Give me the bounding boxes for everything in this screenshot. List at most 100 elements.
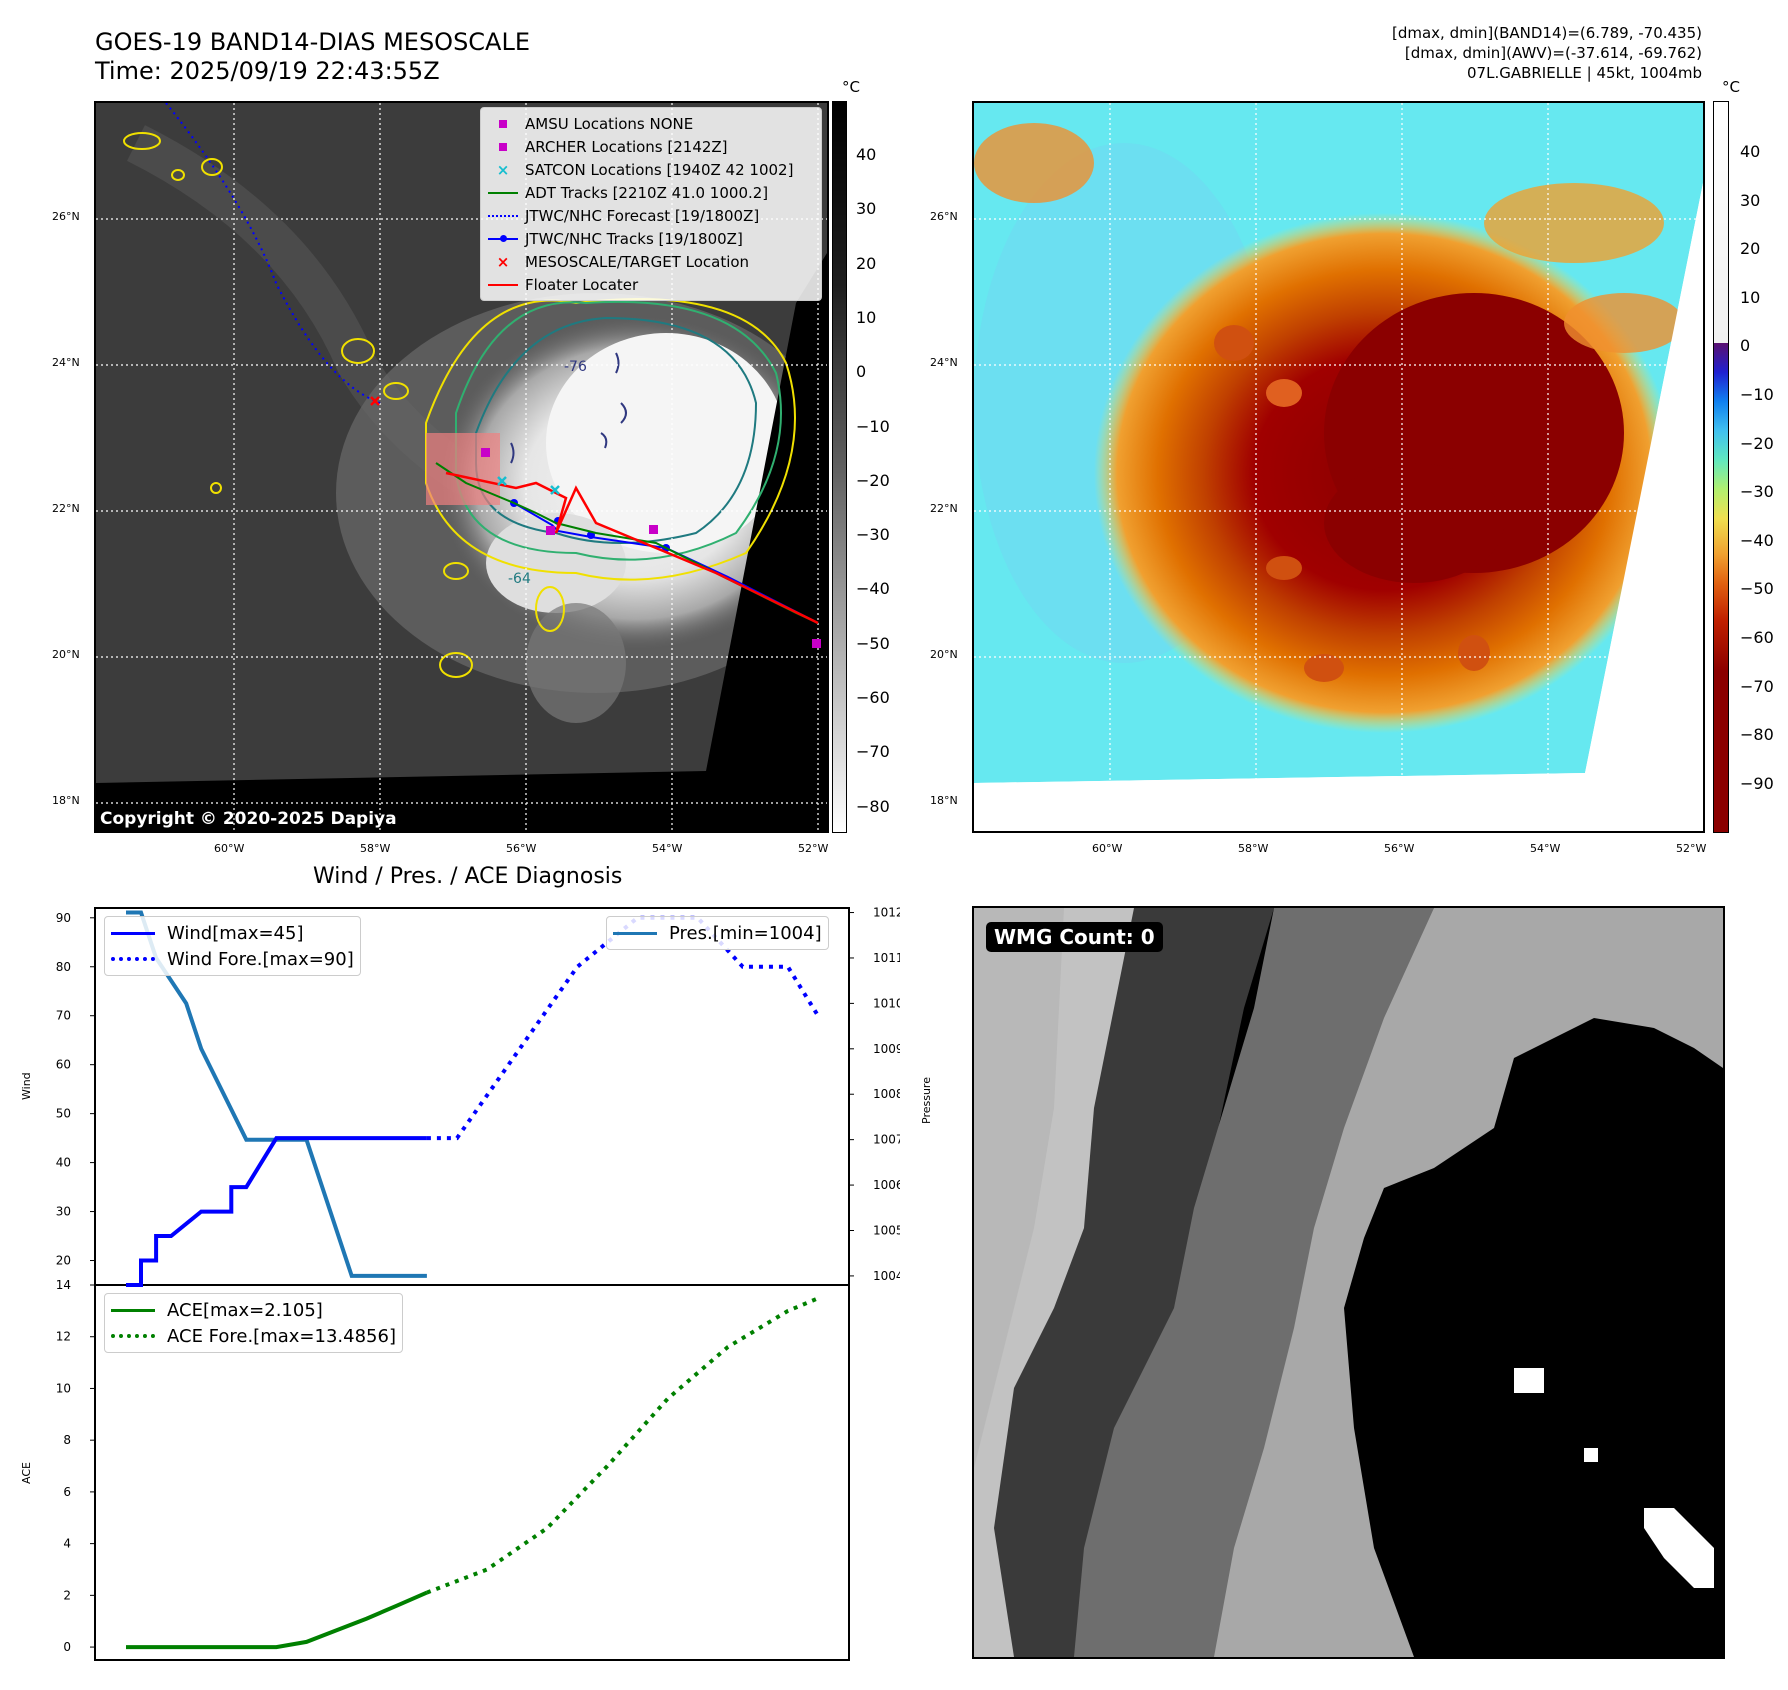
colorbar-tick-label: −50 (856, 633, 890, 653)
ace-tick-label: 0 (63, 1640, 71, 1654)
colorbar-tick-label: −60 (1740, 628, 1774, 647)
pressure-legend: Pres.[min=1004] (606, 916, 829, 950)
lat-tick: 26°N (930, 210, 958, 223)
colorbar-tick-label: −30 (1740, 482, 1774, 502)
wind-legend: Wind[max=45] Wind Fore.[max=90] (104, 916, 361, 976)
lat-tick: 24°N (52, 356, 80, 369)
colorbar-tick-label: −50 (1740, 579, 1774, 599)
colorbar-tick-label: −20 (856, 470, 890, 490)
lat-tick: 24°N (930, 356, 958, 369)
legend-item-amsu: AMSU Locations NONE (481, 112, 821, 135)
colorbar-gray (832, 101, 847, 833)
colorbar-tick-label: −40 (856, 579, 890, 599)
colorbar-tick-label: 10 (1740, 287, 1761, 307)
ir-map-panel: -76 -64 AMSU Locations NONE ARCHER Locat… (94, 101, 829, 833)
lat-tick: 20°N (930, 648, 958, 661)
copyright: Copyright © 2020-2025 Dapiya (100, 809, 397, 829)
wind-tick-label: 60 (56, 1058, 71, 1072)
colorbar-tick-label: −30 (856, 525, 890, 545)
colorbar-tick-label: 20 (1740, 239, 1761, 259)
contour-label-76: -76 (564, 359, 587, 375)
lon-tick: 52°W (798, 842, 829, 855)
wind-forecast-line (426, 915, 820, 1141)
colorbar-tick-label: 30 (856, 199, 877, 219)
chart-title-line1: GOES-19 BAND14-DIAS MESOSCALE (95, 28, 531, 56)
legend-item-archer: ARCHER Locations [2142Z] (481, 135, 821, 158)
wind-tick-label: 50 (56, 1107, 71, 1121)
lat-tick: 18°N (930, 794, 958, 807)
ace-tick-label: 12 (56, 1330, 71, 1344)
lat-tick: 22°N (930, 502, 958, 515)
info-line1: [dmax, dmin](BAND14)=(6.789, -70.435) (1391, 24, 1702, 42)
pressure-tick-label: 1012 (873, 906, 900, 920)
colorbar-color (1713, 101, 1729, 833)
colorbar-tick-label: −10 (1740, 385, 1774, 404)
pressure-axis-label: Pressure (920, 1077, 933, 1124)
wmg-image (974, 908, 1723, 1657)
enhanced-map-panel (972, 101, 1705, 833)
colorbar-tick-label: −70 (856, 742, 890, 762)
lon-tick: 60°W (1092, 842, 1123, 855)
pressure-tick-label: 1010 (873, 996, 900, 1010)
legend-item-forecast: JTWC/NHC Forecast [19/1800Z] (481, 204, 821, 227)
legend-item-target: × MESOSCALE/TARGET Location (496, 252, 750, 271)
wind-tick-label: 40 (56, 1156, 71, 1170)
wind-tick-label: 20 (56, 1254, 71, 1268)
pressure-tick-label: 1008 (873, 1087, 900, 1101)
ace-tick-label: 4 (63, 1537, 71, 1551)
info-line3: 07L.GABRIELLE | 45kt, 1004mb (1467, 64, 1702, 82)
colorbar-tick-label: −60 (856, 688, 890, 707)
ace-tick-label: 8 (63, 1433, 71, 1447)
wind-tick-label: 30 (56, 1205, 71, 1219)
legend-item-tracks: JTWC/NHC Tracks [19/1800Z] (481, 227, 821, 250)
enhanced-map-image (974, 103, 1703, 831)
diagnosis-chart: 2030405060708090100410051006100710081009… (56, 906, 900, 1661)
legend-item-pressure: Pres.[min=1004] (613, 920, 822, 946)
wmg-panel: WMG Count: 0 (972, 906, 1725, 1659)
pressure-tick-label: 1006 (873, 1178, 900, 1192)
legend-item-wind: Wind[max=45] (111, 920, 354, 946)
colorbar-tick-label: −40 (1740, 530, 1774, 550)
lon-tick: 58°W (1238, 842, 1269, 855)
colorbar-tick-label: −80 (1740, 725, 1774, 745)
colorbar-tick-label: 40 (1740, 142, 1761, 161)
pressure-tick-label: 1004 (873, 1269, 900, 1283)
ace-tick-label: 2 (63, 1588, 71, 1602)
colorbar-tick-label: 0 (1740, 336, 1751, 356)
legend-item-floater: Floater Locater (481, 273, 821, 296)
lat-tick: 18°N (52, 794, 80, 807)
wind-tick-label: 80 (56, 960, 71, 974)
colorbar-tick-label: 40 (856, 145, 877, 164)
pressure-tick-label: 1005 (873, 1223, 900, 1237)
pressure-tick-label: 1011 (873, 951, 900, 965)
legend-item-ace: ACE[max=2.105] (111, 1297, 396, 1323)
lat-tick: 20°N (52, 648, 80, 661)
lon-tick: 54°W (1530, 842, 1561, 855)
lon-tick: 56°W (1384, 842, 1415, 855)
wind-tick-label: 90 (56, 911, 71, 925)
legend-item-ace-forecast: ACE Fore.[max=13.4856] (111, 1323, 396, 1349)
wmg-count-badge: WMG Count: 0 (986, 922, 1163, 952)
wind-tick-label: 70 (56, 1009, 71, 1023)
colorbar-tick-label: −10 (856, 416, 890, 436)
colorbar-tick-label: −20 (1740, 433, 1774, 453)
map-legend: AMSU Locations NONE ARCHER Locations [21… (480, 107, 822, 301)
colorbar-tick-label: 10 (856, 307, 877, 327)
diagnosis-title: Wind / Pres. / ACE Diagnosis (313, 864, 623, 889)
colorbar-gray-unit: °C (842, 78, 860, 96)
ace-tick-label: 10 (56, 1381, 71, 1395)
colorbar-tick-label: 30 (1740, 190, 1761, 210)
wind-line (126, 1136, 427, 1287)
lon-tick: 52°W (1676, 842, 1707, 855)
ace-tick-label: 6 (63, 1485, 71, 1499)
pressure-tick-label: 1007 (873, 1133, 900, 1147)
ace-tick-label: 14 (56, 1278, 71, 1292)
legend-item-wind-forecast: Wind Fore.[max=90] (111, 946, 354, 972)
colorbar-tick-label: 20 (856, 253, 877, 273)
lon-tick: 60°W (214, 842, 245, 855)
lat-tick: 26°N (52, 210, 80, 223)
legend-item-satcon: × SATCON Locations [1940Z 42 1002] (496, 160, 794, 179)
lon-tick: 58°W (360, 842, 391, 855)
contour-label-64: -64 (508, 571, 531, 587)
lat-tick: 22°N (52, 502, 80, 515)
